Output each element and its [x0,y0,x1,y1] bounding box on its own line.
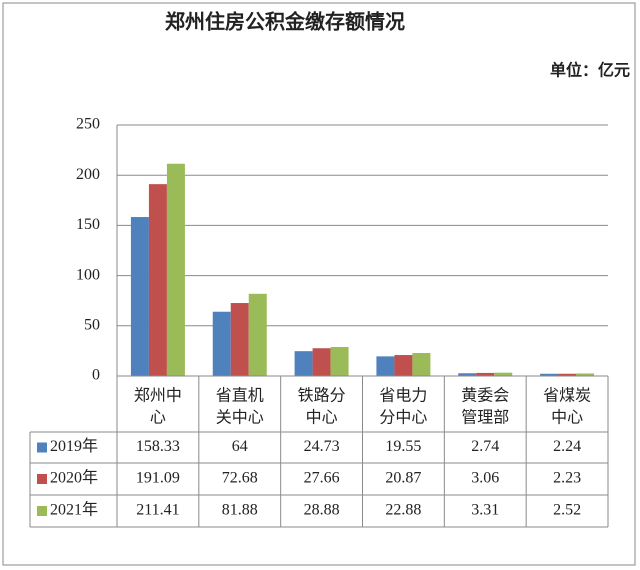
unit-label: 单位：亿元 [550,61,630,80]
table-value: 211.41 [136,502,179,519]
table-value: 2.52 [553,502,581,519]
bar [412,353,431,376]
table-value: 22.88 [385,502,421,519]
bar [330,347,349,376]
bar [130,217,149,376]
bar [494,372,513,376]
legend-label: 2019年 [50,437,98,455]
table-value: 27.66 [304,470,340,487]
category-label: 铁路分 [298,387,346,405]
table-value: 72.68 [222,470,258,487]
table-value: 191.09 [136,470,180,487]
y-tick-label: 0 [92,367,100,384]
chart-title: 郑州住房公积金缴存额情况 [165,10,405,34]
table-value: 3.31 [471,502,499,519]
category-label: 分中心 [379,409,427,427]
legend-key [37,474,47,484]
bar [576,373,595,376]
table-value: 2.74 [471,438,499,455]
bar [540,373,559,376]
legend-key [37,506,47,516]
category-label: 中心 [551,409,583,427]
table-value: 3.06 [471,470,499,487]
bar [148,184,167,376]
legend-label: 2020年 [50,469,98,487]
table-value: 20.87 [385,470,421,487]
table-value: 2.23 [553,470,581,487]
bar [558,373,577,376]
category-label: 关中心 [216,409,264,427]
table-value: 64 [232,438,248,455]
category-label: 省直机 [216,387,264,405]
category-label: 郑州中 [134,387,182,405]
bar [166,163,185,376]
bar [476,372,495,376]
category-label: 心 [150,409,166,427]
category-label: 中心 [306,409,338,427]
bar [294,351,313,376]
y-tick-label: 200 [76,166,100,183]
table-value: 24.73 [304,438,340,455]
y-tick-label: 250 [76,116,100,133]
table-value: 81.88 [222,502,258,519]
bar [312,348,331,376]
bar [230,303,249,376]
legend-label: 2021年 [50,501,98,519]
table-value: 28.88 [304,502,340,519]
legend-key [37,442,47,453]
table-value: 2.24 [553,438,581,455]
bar [248,293,267,376]
bar [394,355,413,376]
category-label: 黄委会 [461,387,509,405]
y-tick-label: 100 [76,266,100,283]
y-tick-label: 150 [76,216,100,233]
bar [458,373,477,376]
table-value: 19.55 [385,438,421,455]
category-label: 省电力 [379,387,427,405]
y-tick-label: 50 [84,316,100,333]
table-value: 158.33 [136,438,180,455]
bar [212,311,231,376]
bar [376,356,395,376]
category-label: 管理部 [461,409,509,427]
category-label: 省煤炭 [543,387,591,405]
